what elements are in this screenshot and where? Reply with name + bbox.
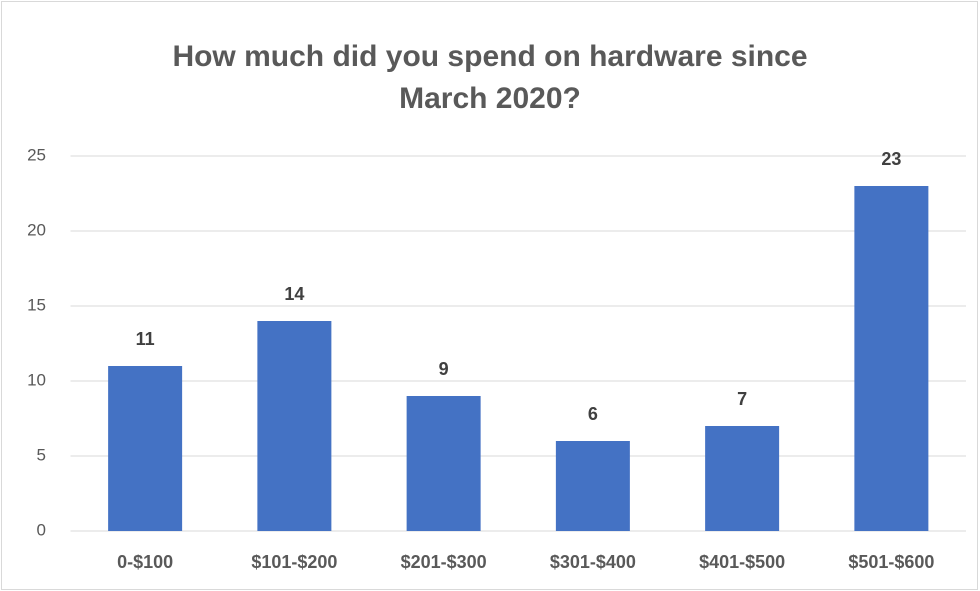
data-label: 23 — [881, 149, 901, 169]
bar — [406, 396, 481, 531]
data-label: 11 — [136, 329, 155, 349]
y-tick-label: 15 — [27, 295, 46, 314]
x-tick-label: $401-$500 — [699, 552, 785, 572]
data-label: 7 — [737, 389, 747, 409]
bar — [705, 426, 780, 531]
title-run: hardware — [589, 40, 722, 73]
y-tick-label: 20 — [27, 220, 46, 239]
x-tick-label: 0-$100 — [117, 552, 173, 572]
x-tick-label: $201-$300 — [401, 552, 487, 572]
y-tick-label: 10 — [27, 370, 46, 389]
data-label: 9 — [439, 359, 449, 379]
data-label: 14 — [284, 284, 304, 304]
bar — [854, 186, 929, 531]
title-run: March 2020? — [399, 82, 581, 115]
title-run: How much did you spend on — [172, 40, 589, 73]
x-tick-label: $501-$600 — [848, 552, 934, 572]
bar — [257, 321, 332, 531]
bar — [555, 441, 630, 531]
bar — [108, 366, 183, 531]
data-label: 6 — [588, 404, 598, 424]
title-run: since — [723, 40, 808, 73]
y-tick-label: 25 — [27, 145, 46, 164]
chart-title: March 2020? — [399, 82, 581, 115]
y-tick-label: 5 — [37, 445, 46, 464]
y-tick-label: 0 — [37, 520, 46, 539]
chart-title: How much did you spend on hardware since — [172, 40, 807, 73]
x-tick-label: $101-$200 — [251, 552, 337, 572]
x-tick-label: $301-$400 — [550, 552, 636, 572]
